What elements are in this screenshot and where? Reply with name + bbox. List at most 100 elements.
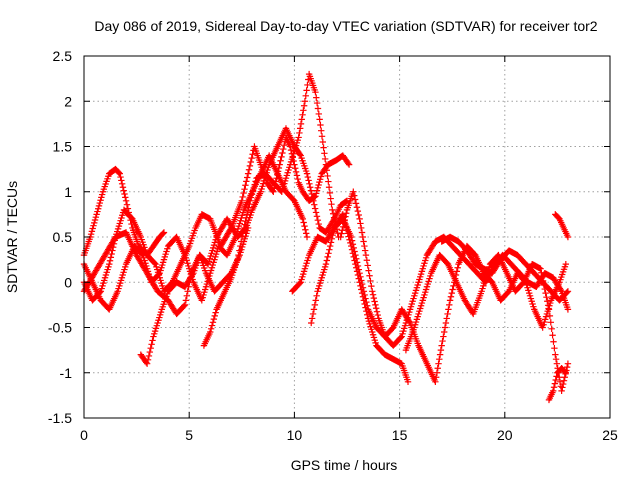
data-point [118, 177, 125, 184]
data-point [181, 301, 189, 309]
data-point [372, 301, 379, 309]
data-point [349, 250, 357, 257]
data-point [237, 242, 244, 250]
data-point [339, 223, 347, 231]
data-point [97, 197, 104, 204]
data-point [248, 154, 255, 162]
data-point [313, 94, 320, 101]
data-point [312, 193, 319, 200]
data-point [96, 199, 103, 207]
data-point [304, 173, 312, 181]
data-point [564, 360, 572, 367]
data-point [345, 233, 352, 240]
data-point [138, 250, 146, 258]
data-point [277, 157, 284, 164]
data-point [358, 289, 366, 297]
data-point [207, 325, 215, 332]
y-tick-label: 1 [64, 184, 72, 200]
data-point [562, 369, 570, 376]
data-point [89, 225, 96, 232]
data-point [350, 188, 357, 195]
data-point [537, 265, 544, 272]
data-point [314, 105, 322, 112]
data-point [323, 257, 331, 264]
data-point [116, 170, 123, 177]
data-point [337, 233, 344, 241]
data-point [436, 355, 443, 363]
data-point [107, 254, 115, 261]
data-point [296, 129, 303, 137]
data-point [94, 208, 101, 215]
data-point [443, 315, 450, 322]
data-point [353, 264, 360, 271]
data-point [326, 246, 333, 253]
data-point [299, 215, 307, 223]
data-point [549, 387, 557, 395]
data-point [367, 277, 374, 285]
data-point [122, 197, 130, 204]
data-point [314, 216, 322, 224]
data-point [552, 376, 559, 384]
y-tick-label: 0.5 [53, 229, 73, 245]
data-point [303, 233, 311, 241]
data-point [548, 325, 555, 332]
data-point [441, 328, 448, 336]
data-point [432, 378, 439, 385]
data-point [318, 133, 326, 140]
data-point [442, 319, 450, 327]
data-point [550, 384, 558, 391]
data-point [325, 184, 333, 191]
data-point [315, 110, 323, 118]
data-point [327, 239, 335, 246]
data-point [348, 246, 356, 253]
data-point [212, 309, 219, 316]
data-point [356, 279, 363, 286]
data-point [558, 387, 565, 395]
data-point [246, 162, 254, 170]
data-point [316, 176, 324, 183]
data-point [183, 292, 190, 300]
data-point [351, 196, 359, 203]
data-point [211, 312, 218, 320]
data-point [445, 306, 452, 313]
data-point [238, 233, 246, 241]
data-point [345, 160, 352, 167]
data-point [441, 324, 449, 331]
data-point [369, 288, 376, 295]
data-point [351, 257, 358, 264]
data-point [329, 231, 336, 239]
data-point [243, 211, 251, 218]
data-point [359, 293, 367, 300]
data-point [354, 271, 362, 279]
y-tick-label: -1 [60, 365, 73, 381]
data-point [235, 251, 242, 259]
grid-lines [84, 56, 610, 418]
data-point [435, 360, 442, 367]
data-point [356, 215, 363, 223]
data-point [300, 219, 307, 226]
data-point [247, 158, 255, 166]
data-point [355, 211, 362, 219]
y-tick-label: 1.5 [53, 139, 73, 155]
data-point [372, 305, 380, 312]
data-point [189, 271, 196, 278]
data-point [312, 89, 319, 96]
data-point [327, 195, 334, 202]
chart-title: Day 086 of 2019, Sidereal Day-to-day VTE… [94, 18, 597, 34]
data-point [330, 214, 338, 221]
data-point [447, 293, 455, 300]
data-point [562, 260, 570, 268]
data-point [321, 150, 328, 157]
data-point [302, 92, 309, 100]
data-point [563, 289, 571, 296]
data-point [342, 213, 349, 220]
data-point [552, 355, 560, 363]
data-point [143, 360, 151, 367]
data-point [369, 291, 377, 298]
data-point [240, 189, 247, 197]
data-point [308, 319, 315, 327]
data-point [352, 200, 360, 207]
data-point [552, 351, 559, 358]
data-point [363, 311, 371, 319]
